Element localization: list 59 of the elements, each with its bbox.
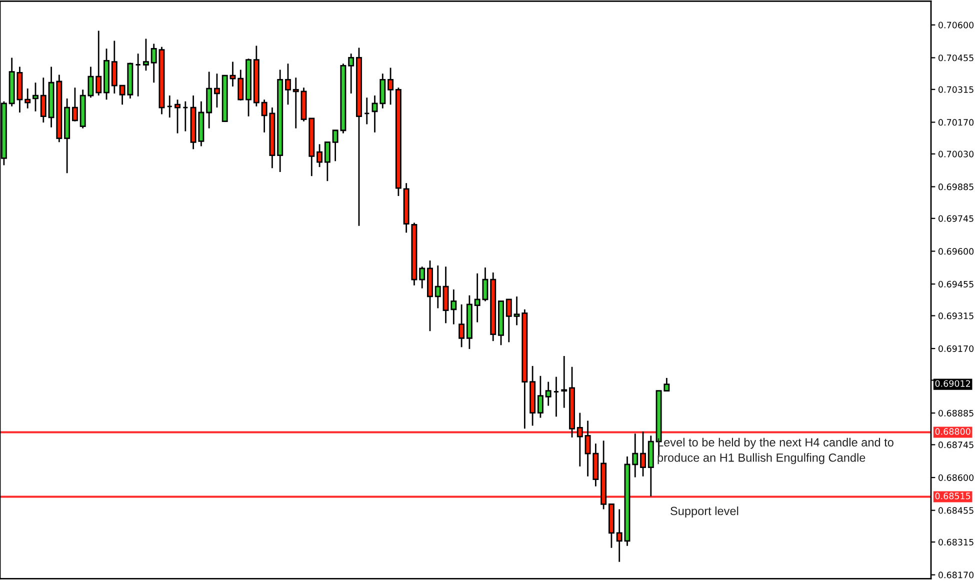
y-tick-label: 0.68315 xyxy=(938,538,974,546)
candlestick xyxy=(292,76,299,130)
text: 0.69012 xyxy=(935,380,970,387)
y-tick-label: 0.69170 xyxy=(938,345,974,352)
candlestick xyxy=(545,381,552,406)
candlestick xyxy=(182,100,188,132)
y-tick-label: 0.68885 xyxy=(938,410,974,416)
candlestick xyxy=(324,141,330,182)
candlestick xyxy=(24,88,31,110)
candlestick xyxy=(561,355,568,409)
candlestick xyxy=(380,72,386,110)
y-tick-label: 0.70170 xyxy=(938,119,974,126)
candlestick xyxy=(434,264,441,309)
candlestick xyxy=(640,430,646,478)
ref-line-label: 0.68515 xyxy=(935,492,970,500)
y-tick-label: 0.68170 xyxy=(938,572,974,578)
candlestick xyxy=(388,67,394,106)
candlestick xyxy=(32,82,38,112)
candlestick xyxy=(111,40,118,94)
candlestick xyxy=(214,72,220,108)
y-tick-label: 0.69455 xyxy=(938,280,974,288)
y-tick-label: 0.68455 xyxy=(938,507,974,514)
candlestick xyxy=(72,86,78,122)
y-tick-label: 0.68745 xyxy=(938,442,974,448)
candlestick xyxy=(576,412,583,468)
y-tick-label: 0.69885 xyxy=(938,184,974,190)
y-tick-label: 0.70600 xyxy=(938,22,974,28)
candlestick xyxy=(284,62,291,106)
y-tick-label: 0.69600 xyxy=(938,248,974,255)
candlestick xyxy=(166,94,173,118)
annotation: Support level xyxy=(670,506,738,518)
candlestick xyxy=(419,266,426,290)
candlestick xyxy=(316,143,323,168)
y-tick-label: 0.70030 xyxy=(938,150,974,158)
candlestick xyxy=(553,376,560,418)
candlestick xyxy=(230,61,236,88)
candlestick xyxy=(206,71,212,130)
candlestick xyxy=(96,30,102,96)
candlestick xyxy=(372,94,378,134)
candlestick xyxy=(150,43,157,84)
candlestick xyxy=(506,298,512,343)
candlestick xyxy=(537,375,544,418)
y-tick-label: 0.69315 xyxy=(938,312,974,320)
candlestick xyxy=(458,304,465,348)
candlestick xyxy=(364,96,370,125)
candlestick xyxy=(238,69,244,102)
y-tick-label: 0.69745 xyxy=(938,215,974,222)
candlestick xyxy=(135,52,142,98)
candlestick xyxy=(616,508,622,563)
y-tick-label: 0.70455 xyxy=(938,54,974,62)
y-tick-label: 0.68600 xyxy=(938,474,974,481)
candlestick xyxy=(348,52,354,94)
candlestick xyxy=(632,432,638,478)
candlestick xyxy=(142,38,149,72)
candlestick xyxy=(174,98,181,134)
ref-line-label: 0.68800 xyxy=(935,428,970,435)
candlestick xyxy=(88,66,94,98)
candlestick xyxy=(40,76,46,124)
y-tick-label: 0.70315 xyxy=(938,86,974,93)
